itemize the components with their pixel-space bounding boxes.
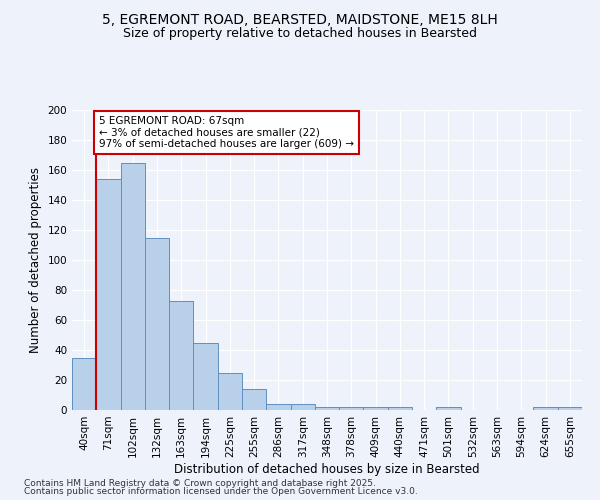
Bar (72, 358, 96, 410)
Text: Size of property relative to detached houses in Bearsted: Size of property relative to detached ho… (123, 28, 477, 40)
Bar (558, 407, 582, 410)
Bar (290, 404, 315, 410)
Bar (145, 238, 169, 410)
Bar (364, 407, 388, 410)
Text: Contains public sector information licensed under the Open Government Licence v3: Contains public sector information licen… (24, 488, 418, 496)
Y-axis label: Number of detached properties: Number of detached properties (29, 167, 42, 353)
Bar (218, 372, 242, 410)
Bar (533, 407, 558, 410)
Bar (193, 342, 218, 410)
X-axis label: Distribution of detached houses by size in Bearsted: Distribution of detached houses by size … (174, 462, 480, 475)
Bar (96, 179, 121, 410)
Bar (169, 300, 193, 410)
Bar (339, 407, 364, 410)
Text: Contains HM Land Registry data © Crown copyright and database right 2025.: Contains HM Land Registry data © Crown c… (24, 478, 376, 488)
Bar (315, 407, 339, 410)
Text: 5, EGREMONT ROAD, BEARSTED, MAIDSTONE, ME15 8LH: 5, EGREMONT ROAD, BEARSTED, MAIDSTONE, M… (102, 12, 498, 26)
Bar (436, 407, 461, 410)
Bar (121, 162, 145, 410)
Bar (242, 389, 266, 410)
Bar (266, 404, 290, 410)
Bar (388, 407, 412, 410)
Text: 5 EGREMONT ROAD: 67sqm
← 3% of detached houses are smaller (22)
97% of semi-deta: 5 EGREMONT ROAD: 67sqm ← 3% of detached … (99, 116, 354, 149)
